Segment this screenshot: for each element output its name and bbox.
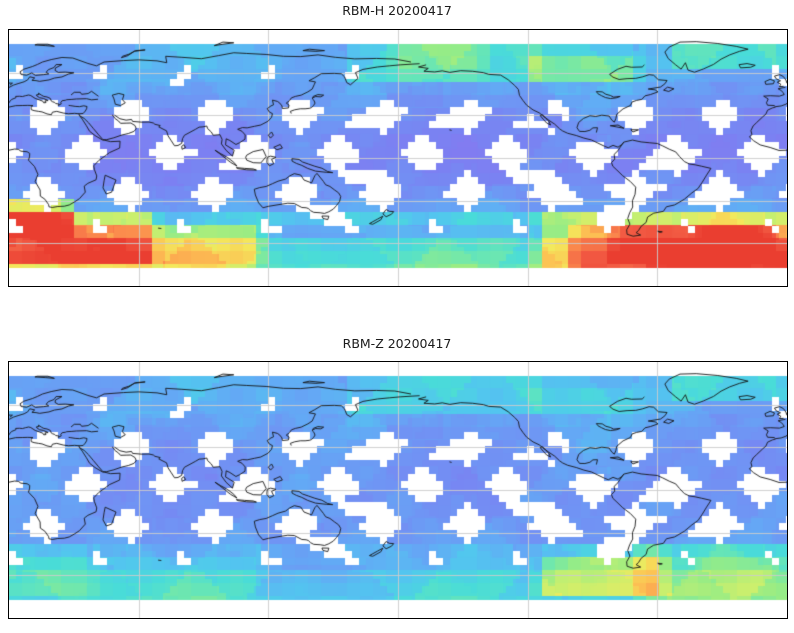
panel-title-rbm-h: RBM-H 20200417 (342, 3, 452, 18)
map-plot-rbm-h (8, 29, 788, 287)
map-plot-rbm-z (8, 361, 788, 619)
panel-title-rbm-z: RBM-Z 20200417 (342, 336, 452, 351)
